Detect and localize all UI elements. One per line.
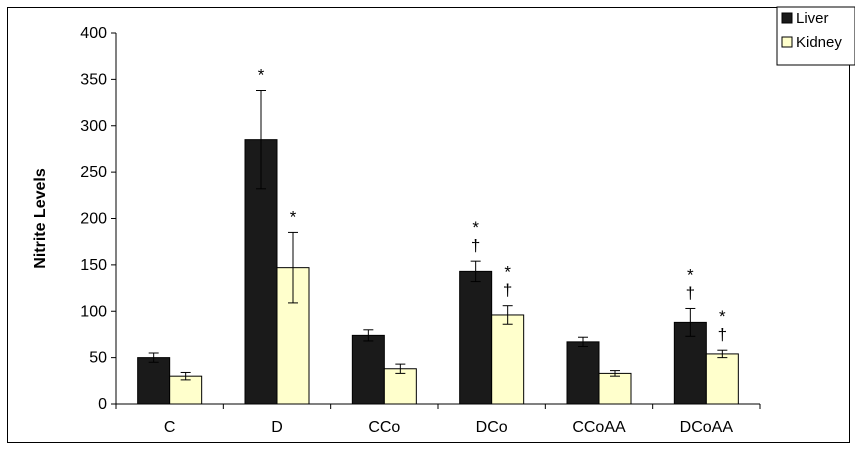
legend-swatch bbox=[781, 36, 793, 48]
x-tick-label: C bbox=[164, 419, 176, 436]
significance-mark: * bbox=[290, 207, 297, 226]
y-axis-label: Nitrite Levels bbox=[32, 168, 49, 269]
significance-mark: * bbox=[687, 265, 694, 284]
y-tick-label: 0 bbox=[98, 396, 107, 413]
bar-kidney bbox=[598, 372, 632, 405]
significance-mark: * bbox=[258, 66, 265, 85]
y-tick-label: 300 bbox=[80, 118, 107, 135]
bar-liver bbox=[351, 334, 385, 405]
y-tick-label: 400 bbox=[80, 25, 107, 42]
y-tick-label: 350 bbox=[80, 71, 107, 88]
bars: *†*†**†*†* bbox=[137, 66, 739, 405]
legend: Liver Kidney bbox=[776, 6, 855, 66]
y-tick-label: 50 bbox=[89, 350, 107, 367]
significance-mark: † bbox=[686, 283, 695, 302]
y-tick-label: 250 bbox=[80, 164, 107, 181]
x-tick-label: D bbox=[271, 419, 283, 436]
significance-mark: * bbox=[472, 218, 479, 237]
significance-mark: † bbox=[503, 281, 512, 300]
significance-mark: * bbox=[719, 307, 726, 326]
bar-kidney bbox=[169, 375, 203, 405]
bar-liver bbox=[566, 341, 600, 405]
x-tick-label: CCo bbox=[368, 419, 400, 436]
significance-mark: * bbox=[504, 263, 511, 282]
significance-mark: † bbox=[471, 236, 480, 255]
legend-label: Liver bbox=[796, 10, 829, 27]
bar-liver bbox=[137, 357, 171, 405]
axes bbox=[111, 32, 761, 409]
significance-mark: † bbox=[718, 325, 727, 344]
legend-label: Kidney bbox=[796, 34, 842, 51]
bar-kidney bbox=[491, 314, 525, 405]
tick-labels: 0 50 100 150 200 250 300 350 400 C D CCo DCo CCoAA DCo… bbox=[80, 25, 733, 436]
x-tick-label: CCoAA bbox=[572, 419, 626, 436]
y-tick-label: 100 bbox=[80, 303, 107, 320]
x-tick-label: DCoAA bbox=[680, 419, 734, 436]
y-tick-label: 200 bbox=[80, 211, 107, 228]
bar-liver bbox=[459, 270, 493, 405]
x-tick-label: DCo bbox=[476, 419, 508, 436]
bar-kidney bbox=[705, 353, 739, 405]
legend-swatch bbox=[781, 12, 793, 24]
y-tick-label: 150 bbox=[80, 257, 107, 274]
bar-kidney bbox=[383, 368, 417, 405]
